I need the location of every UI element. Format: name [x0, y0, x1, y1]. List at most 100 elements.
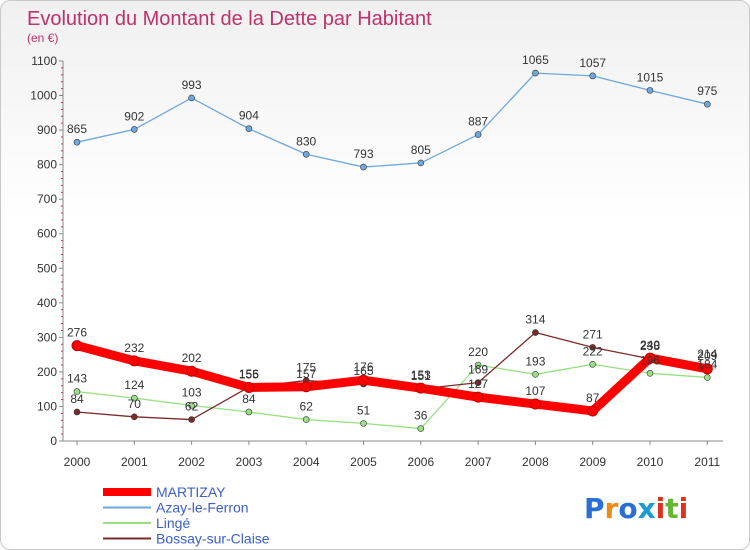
series-line: [72, 341, 712, 416]
x-tick-label: 2010: [637, 455, 664, 469]
data-label: 62: [185, 400, 199, 414]
data-label: 62: [300, 400, 314, 414]
data-label: 865: [67, 122, 87, 136]
data-label: 222: [583, 344, 603, 358]
x-tick-label: 2005: [350, 455, 377, 469]
x-tick-label: 2000: [64, 455, 91, 469]
x-tick-label: 2007: [465, 455, 492, 469]
data-point: [532, 371, 539, 378]
y-tick-label: 0: [50, 434, 57, 448]
data-label: 902: [124, 109, 144, 123]
data-point: [589, 344, 597, 351]
data-label: 151: [411, 369, 431, 383]
series-bossay-sur-claise: [73, 329, 711, 423]
data-point: [587, 405, 599, 417]
data-point: [529, 398, 541, 410]
y-tick-label: 700: [37, 192, 57, 206]
data-label: 314: [525, 313, 545, 327]
data-point: [188, 94, 195, 102]
data-label: 84: [70, 392, 84, 406]
data-label: 904: [239, 109, 259, 123]
logo-letter: i: [679, 492, 689, 525]
legend-label: Lingé: [156, 515, 190, 531]
legend-item: Bossay-sur-Claise: [103, 531, 270, 547]
data-label: 70: [128, 397, 142, 411]
data-point: [243, 381, 255, 393]
data-point: [703, 374, 711, 381]
data-point: [73, 388, 81, 395]
legend-item: MARTIZAY: [103, 484, 226, 500]
data-label: 165: [353, 364, 373, 378]
data-label: 276: [67, 326, 87, 340]
data-point: [131, 394, 138, 402]
data-label: 127: [468, 377, 488, 391]
x-tick-label: 2004: [293, 455, 320, 469]
data-point: [71, 340, 83, 352]
data-label: 830: [296, 134, 316, 148]
data-point: [415, 382, 427, 394]
data-label: 993: [182, 78, 202, 92]
data-point: [245, 125, 253, 133]
data-label: 214: [697, 347, 717, 361]
y-tick-label: 1100: [31, 54, 57, 68]
data-label: 975: [697, 84, 717, 98]
data-point: [360, 420, 367, 427]
data-label: 124: [124, 378, 144, 392]
series-martizay: [71, 340, 713, 417]
data-label: 202: [182, 351, 202, 365]
data-point: [131, 413, 138, 421]
y-tick-label: 600: [37, 227, 57, 241]
y-tick-label: 200: [37, 365, 57, 379]
x-tick-label: 2006: [407, 455, 434, 469]
data-label: 155: [239, 367, 259, 381]
x-tick-label: 2009: [579, 455, 606, 469]
data-point: [417, 159, 425, 167]
series-layer: 276 232 202 155 157 176 153 127 107 87 240 209 865 90…: [67, 53, 718, 432]
y-tick-label: 500: [37, 261, 57, 275]
data-point: [646, 87, 654, 94]
y-tick-label: 100: [37, 399, 57, 413]
legend-item: Azay-le-Ferron: [103, 500, 249, 516]
data-label: 103: [182, 385, 202, 399]
axes: 0 100 200 300 400 500 600 700 800 900 1000 1100 2000…: [30, 54, 723, 469]
data-label: 240: [640, 338, 660, 352]
series-azay-le-ferron: [73, 69, 711, 171]
logo-letter: P: [584, 492, 605, 525]
data-label: 153: [411, 368, 431, 382]
y-tick-label: 300: [37, 330, 57, 344]
data-label: 176: [353, 360, 373, 374]
data-label: 36: [414, 409, 428, 423]
data-point: [302, 416, 310, 423]
logo-letter: r: [605, 492, 619, 525]
logo-letter: x: [638, 492, 656, 525]
data-point: [131, 126, 138, 133]
logo-letter: t: [665, 492, 678, 525]
labels-bossay-sur-claise: 84 70 62 156 175 165 151 169 314 271 238 214: [70, 313, 717, 414]
data-point: [532, 69, 539, 77]
data-point: [128, 355, 140, 367]
data-label: 51: [357, 403, 371, 417]
y-tick-label: 800: [37, 158, 57, 172]
data-point: [188, 416, 195, 423]
legend: MARTIZAYAzay-le-FerronLingéBossay-sur-Cl…: [103, 484, 270, 547]
data-point: [646, 369, 654, 377]
legend-label: Azay-le-Ferron: [156, 500, 249, 516]
data-point: [186, 365, 198, 377]
data-label: 175: [296, 361, 316, 375]
data-point: [644, 352, 656, 364]
x-tick-label: 2001: [121, 455, 148, 469]
data-label: 143: [67, 372, 87, 386]
series-line: [76, 331, 708, 421]
data-label: 1065: [522, 53, 549, 67]
data-label: 238: [640, 339, 660, 353]
legend-item: Lingé: [103, 515, 190, 531]
y-tick-label: 1000: [30, 89, 57, 103]
data-label: 156: [239, 367, 259, 381]
data-label: 84: [242, 392, 256, 406]
data-label: 793: [353, 147, 373, 161]
data-point: [472, 391, 484, 403]
y-tick-label: 400: [37, 296, 57, 310]
series-line: [76, 363, 708, 430]
labels-martizay: 276 232 202 155 157 176 153 127 107 87 240 209: [67, 326, 718, 405]
